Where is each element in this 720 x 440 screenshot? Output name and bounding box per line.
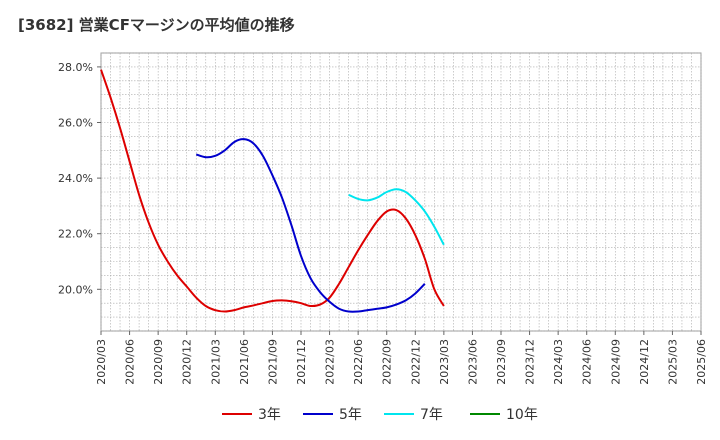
y-tick-label: 28.0% [58,61,93,74]
x-tick-label: 2022/06 [352,339,365,385]
x-tick-label: 2022/03 [324,339,337,385]
x-axis: 2020/03 2020/06 2020/09 2020/12 2021/03 2021/… [95,331,708,385]
x-tick-label: 2021/12 [295,339,308,385]
y-tick-label: 20.0% [58,283,93,296]
x-tick-label: 2020/09 [152,339,165,385]
x-tick-label: 2023/09 [495,339,508,385]
legend-label: 10年 [506,407,538,423]
series-line-7年 [348,188,445,246]
x-tick-label: 2024/09 [609,339,622,385]
series-line-5年 [195,138,426,313]
x-tick-label: 2021/03 [209,339,222,385]
x-tick-label: 2022/12 [409,339,422,385]
x-tick-label: 2023/12 [524,339,537,385]
y-tick-label: 22.0% [58,228,93,241]
series-layer [100,69,445,313]
x-tick-label: 2020/06 [124,339,137,385]
x-tick-label: 2023/03 [438,339,451,385]
x-tick-label: 2023/06 [466,339,479,385]
x-tick-label: 2021/09 [266,339,279,385]
legend-label: 5年 [339,407,362,423]
x-tick-label: 2024/03 [552,339,565,385]
x-tick-label: 2025/03 [666,339,679,385]
y-axis: 20.0% 22.0% 24.0% 26.0% 28.0% [58,61,101,296]
x-tick-label: 2020/12 [181,339,194,385]
x-tick-label: 2021/06 [238,339,251,385]
x-tick-label: 2022/09 [381,339,394,385]
grid-layer [100,52,702,332]
y-tick-label: 24.0% [58,172,93,185]
y-tick-label: 26.0% [58,117,93,130]
legend-label: 3年 [258,407,281,423]
legend-label: 7年 [420,407,443,423]
x-tick-label: 2025/06 [695,339,708,385]
legend: 3年 5年 7年 10年 [222,407,538,423]
series-line-3年 [100,69,445,313]
x-tick-label: 2024/06 [581,339,594,385]
chart-title: [3682] 営業CFマージンの平均値の推移 [18,16,295,34]
x-tick-label: 2020/03 [95,339,108,385]
x-tick-label: 2024/12 [638,339,651,385]
